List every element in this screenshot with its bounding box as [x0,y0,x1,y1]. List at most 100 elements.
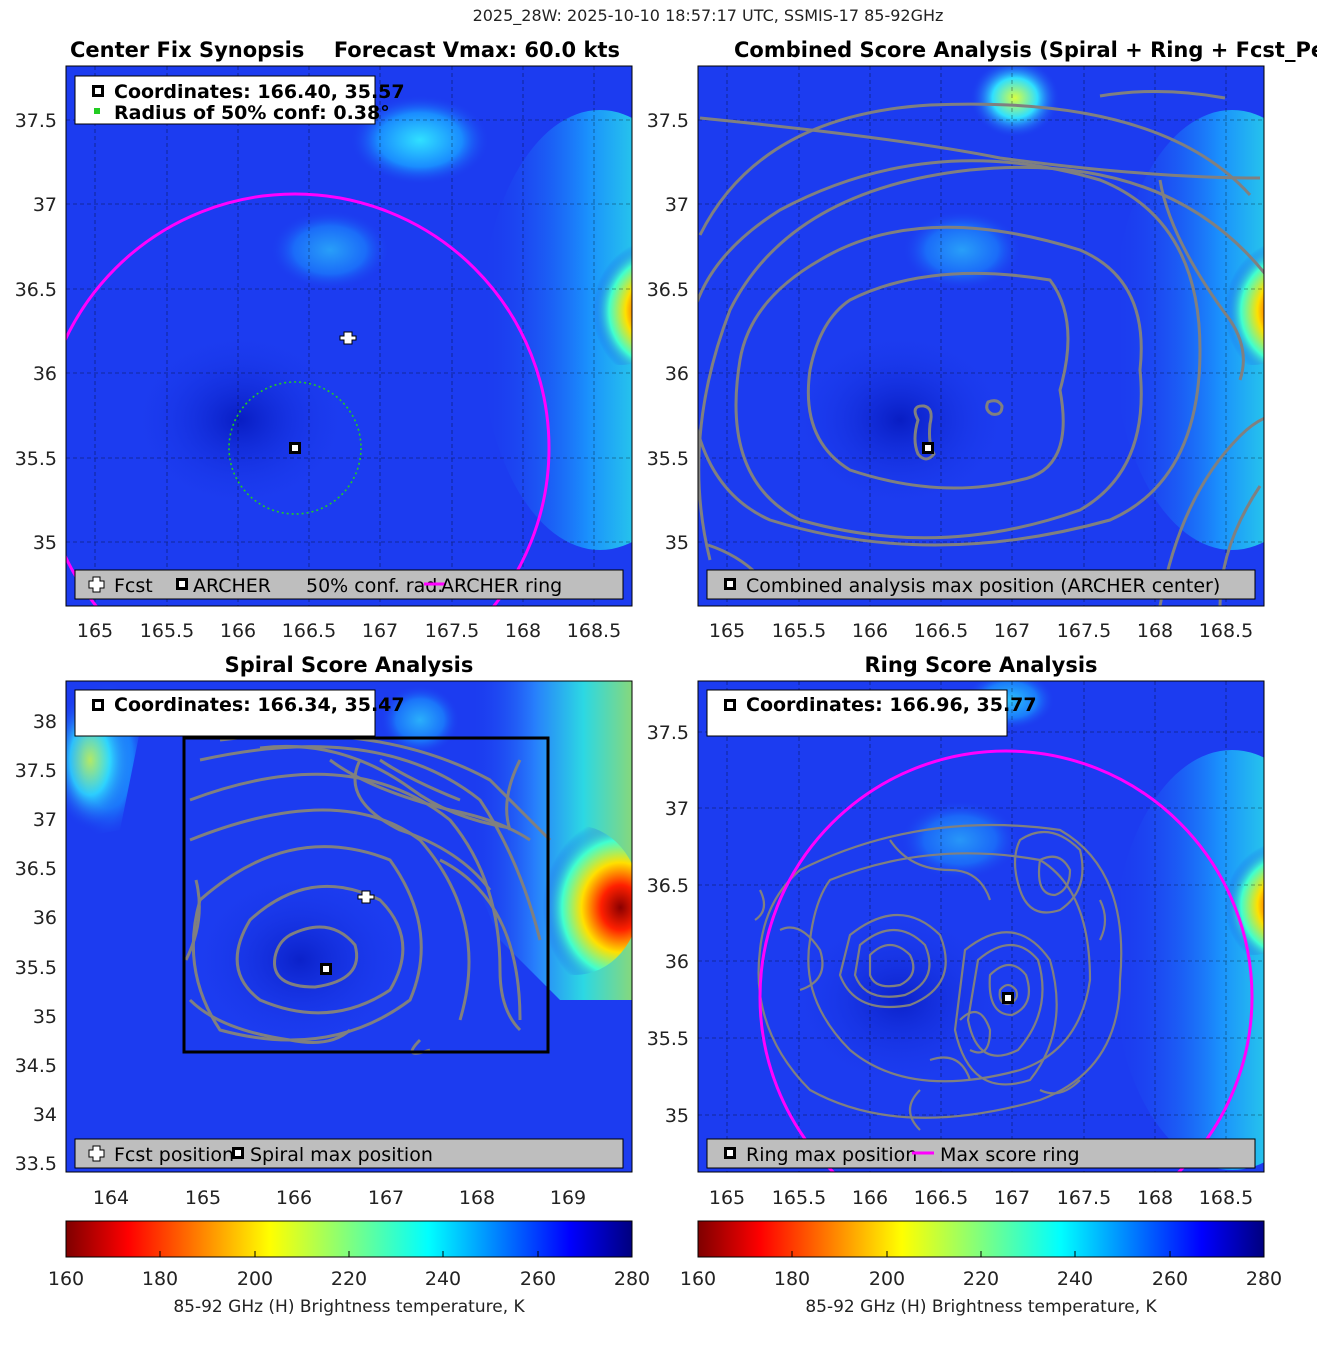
panel-a-coordinates: Coordinates: 166.40, 35.57 [114,81,405,103]
panel-b-title: Combined Score Analysis (Spiral + Ring +… [734,38,1317,62]
y-tick-label: 35 [665,532,689,554]
panel-d-legend-max: Ring max position [746,1144,917,1166]
x-tick-label: 166.5 [914,620,968,642]
y-tick-label: 37 [33,809,57,831]
colorbar-tick-label: 200 [237,1268,273,1290]
x-tick-label: 167 [368,1187,404,1209]
y-tick-label: 37 [665,798,689,820]
x-tick-label: 167 [994,1187,1030,1209]
panel-a-yticks: 35 35.5 36 36.5 37 37.5 [15,110,57,554]
panel-a-cloud-band [480,110,632,550]
x-tick-label: 165.5 [140,620,194,642]
x-tick-label: 168.5 [1199,1187,1253,1209]
panel-d-yticks: 35 35.5 36 36.5 37 37.5 [647,722,689,1127]
colorbar-tick-label: 260 [520,1268,556,1290]
panel-c-info-box: Coordinates: 166.34, 35.47 [74,689,405,737]
colorbar-tick-label: 280 [1246,1268,1282,1290]
panel-d-cloud-blob [900,800,1020,880]
panel-c-legend: Fcst position Spiral max position [74,1138,624,1169]
x-tick-label: 164 [93,1187,129,1209]
x-tick-label: 168 [1137,1187,1173,1209]
y-tick-label: 36.5 [15,279,57,301]
y-tick-label: 37 [665,194,689,216]
panel-d-max-score-ring [758,749,1254,1172]
colorbar-tick-label: 220 [331,1268,367,1290]
y-tick-label: 34 [33,1104,57,1126]
x-tick-label: 167.5 [1057,620,1111,642]
panel-c-eye-region [190,870,410,1050]
colorbar-left: 160 180 200 220 240 260 280 85-92 GHz (H… [48,1220,650,1317]
panel-spiral-score-analysis: Spiral Score Analysis [15,653,633,1209]
panel-a-conf-radius: Radius of 50% conf: 0.38° [114,102,390,124]
colorbar-right: 160 180 200 220 240 260 280 85-92 GHz (H… [680,1220,1282,1317]
panel-c-max-marker [320,963,332,975]
panel-c-coordinates: Coordinates: 166.34, 35.47 [114,694,405,716]
panel-c-xticks: 164 165 166 167 168 169 [93,1187,586,1209]
x-tick-label: 166 [276,1187,312,1209]
panel-d-xticks: 165 165.5 166 166.5 167 167.5 168 168.5 [709,1187,1253,1209]
colorbar-tick-label: 280 [614,1268,650,1290]
panel-c-search-box [182,736,550,1054]
panel-a-legend-archer: ARCHER [193,575,271,597]
panel-c-legend-max: Spiral max position [250,1144,433,1166]
colorbar-tick-label: 260 [1152,1268,1188,1290]
x-tick-label: 165.5 [772,620,826,642]
colorbar-tick-label: 200 [869,1268,905,1290]
panel-c-legend-fcst: Fcst position [114,1144,234,1166]
y-tick-label: 35 [33,532,57,554]
panel-d-title: Ring Score Analysis [864,653,1097,677]
x-tick-label: 165 [709,1187,745,1209]
x-tick-label: 166 [220,620,256,642]
panel-b-yticks: 35 35.5 36 36.5 37 37.5 [647,110,689,554]
y-tick-label: 36 [33,907,57,929]
y-tick-label: 35.5 [647,1028,689,1050]
panel-a-eye-region [130,330,350,510]
y-tick-label: 37.5 [647,722,689,744]
x-tick-label: 166 [852,1187,888,1209]
panel-a-legend-fcst: Fcst [114,575,153,597]
x-tick-label: 165.5 [772,1187,826,1209]
x-tick-label: 168 [459,1187,495,1209]
x-tick-label: 166.5 [282,620,336,642]
y-tick-label: 34.5 [15,1055,57,1077]
panel-b-xticks: 165 165.5 166 166.5 167 167.5 168 168.5 [709,620,1253,642]
colorbar-tick-label: 180 [774,1268,810,1290]
y-tick-label: 36 [665,951,689,973]
panel-a-legend: Fcst ARCHER 50% conf. rad. ARCHER ring [74,569,624,600]
panel-a-xticks: 165 165.5 166 166.5 167 167.5 168 168.5 [77,620,621,642]
y-tick-label: 37.5 [647,110,689,132]
colorbar-tick-label: 220 [963,1268,999,1290]
panel-b-cloud-blob [970,66,1060,138]
colorbar-tick-label: 160 [680,1268,716,1290]
colorbar-tick-label: 180 [142,1268,178,1290]
panel-d-legend: Ring max position Max score ring [706,1138,1256,1169]
x-tick-label: 168.5 [1199,620,1253,642]
panel-a-cloud-blob [350,95,490,185]
panel-ring-score-analysis: Ring Score Analysis [647,653,1265,1209]
y-tick-label: 36 [33,363,57,385]
panel-b-legend-max: Combined analysis max position (ARCHER c… [746,575,1220,597]
x-tick-label: 167.5 [1057,1187,1111,1209]
panel-a-confidence-circle [228,381,362,515]
figure-suptitle: 2025_28W: 2025-10-10 18:57:17 UTC, SSMIS… [473,6,944,26]
panel-d-legend-ring: Max score ring [940,1144,1080,1166]
panel-b-legend: Combined analysis max position (ARCHER c… [706,569,1256,600]
colorbar-tick-label: 160 [48,1268,84,1290]
panel-a-legend-conf: 50% conf. rad. [306,575,443,597]
colorbar-left-label: 85-92 GHz (H) Brightness temperature, K [173,1297,525,1317]
panel-a-cloud-blob [270,210,390,290]
panel-d-max-marker [1002,992,1014,1004]
x-tick-label: 168.5 [567,620,621,642]
y-tick-label: 33.5 [15,1153,57,1175]
panel-c-fcst-marker [357,890,375,904]
x-tick-label: 167 [362,620,398,642]
colorbar-right-label: 85-92 GHz (H) Brightness temperature, K [805,1297,1157,1317]
x-tick-label: 167.5 [425,620,479,642]
y-tick-label: 38 [33,711,57,733]
x-tick-label: 168 [1137,620,1173,642]
y-tick-label: 35 [33,1006,57,1028]
colorbar-tick-label: 240 [425,1268,461,1290]
panel-b-convection-core [1197,245,1264,365]
y-tick-label: 35 [665,1105,689,1127]
y-tick-label: 36.5 [15,858,57,880]
